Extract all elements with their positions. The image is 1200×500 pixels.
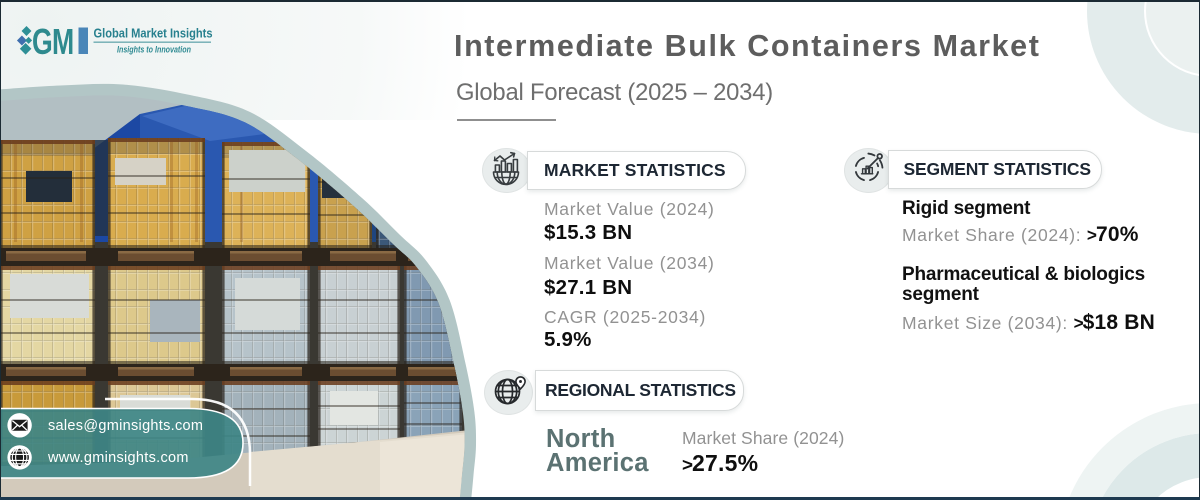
- svg-text:Insights to Innovation: Insights to Innovation: [117, 45, 191, 56]
- svg-text:Global Market Insights: Global Market Insights: [94, 26, 213, 41]
- svg-text:GM: GM: [32, 21, 73, 62]
